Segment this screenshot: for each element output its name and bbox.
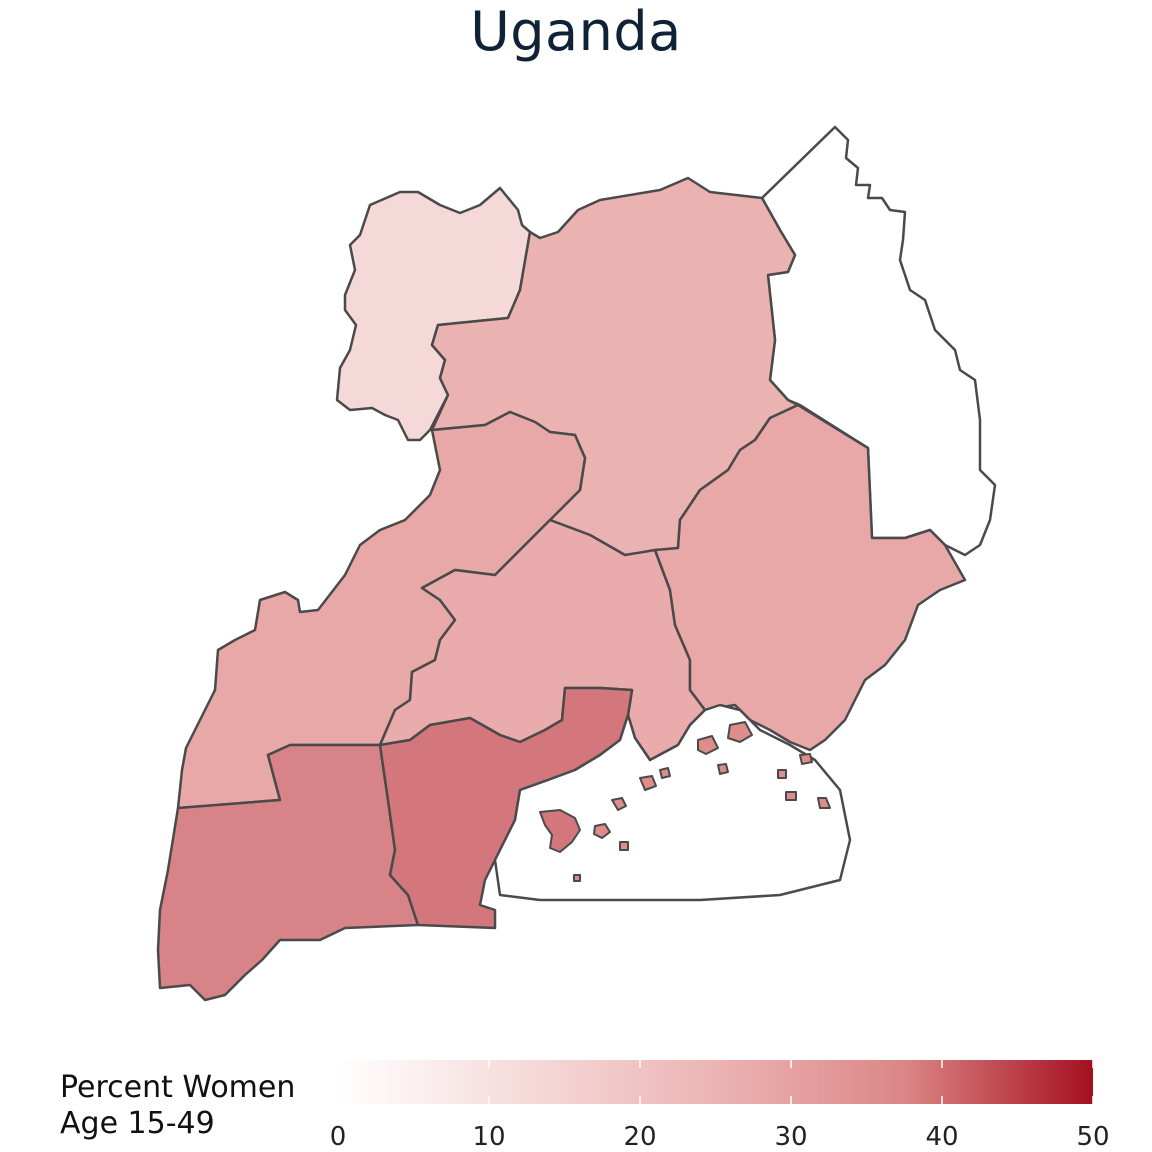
legend-title-line2: Age 15-49 xyxy=(60,1106,215,1141)
island-small-3[interactable] xyxy=(639,775,657,791)
legend-tick-label: 20 xyxy=(623,1122,656,1152)
legend-title-line1: Percent Women xyxy=(60,1070,296,1105)
region-south-west[interactable] xyxy=(156,743,420,1002)
island-small-12[interactable] xyxy=(619,841,629,851)
legend-tick-label: 30 xyxy=(774,1122,807,1152)
island-small-9[interactable] xyxy=(785,791,797,801)
island-small-11[interactable] xyxy=(573,874,581,882)
lake-victoria xyxy=(493,703,852,902)
legend-tick-label: 10 xyxy=(472,1122,505,1152)
region-east[interactable] xyxy=(653,403,967,752)
island-ssese-main[interactable] xyxy=(539,809,581,853)
island-small-8[interactable] xyxy=(799,753,813,765)
island-small-2[interactable] xyxy=(611,797,627,811)
island-small-7[interactable] xyxy=(777,769,787,779)
island-small-5[interactable] xyxy=(727,721,753,743)
island-small-6[interactable] xyxy=(717,763,729,775)
island-small-13[interactable] xyxy=(659,767,671,779)
legend-tick-label: 40 xyxy=(925,1122,958,1152)
island-small-4[interactable] xyxy=(697,735,719,755)
legend-colorbar xyxy=(338,1060,1093,1104)
legend-tick-label: 50 xyxy=(1076,1122,1109,1152)
legend-ticks: 0 10 20 30 40 50 xyxy=(330,1060,1110,1152)
legend-tick-label: 0 xyxy=(330,1122,347,1152)
island-small-10[interactable] xyxy=(817,797,831,809)
map-title: Uganda xyxy=(470,0,682,63)
island-small-1[interactable] xyxy=(593,823,611,839)
legend-title: Percent Women Age 15-49 xyxy=(60,1070,295,1142)
